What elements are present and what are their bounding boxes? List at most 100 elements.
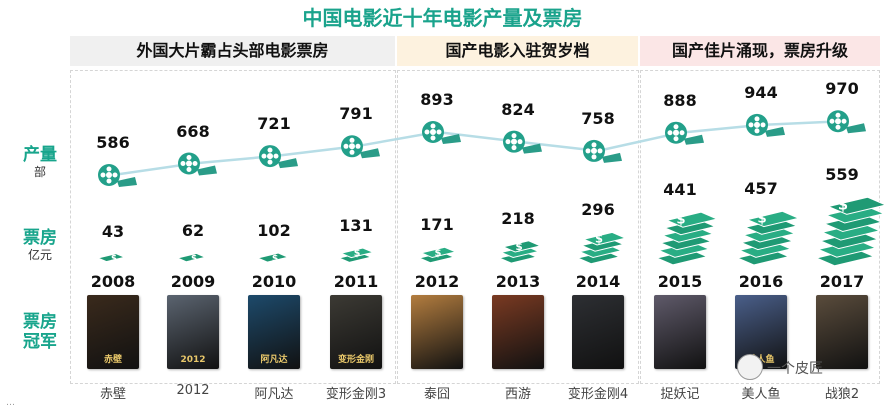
money-stack-icon: $ xyxy=(96,253,127,263)
year-label: 2016 xyxy=(738,272,784,291)
champion-poster xyxy=(492,295,544,369)
dollar-sign-icon: $ xyxy=(595,231,603,245)
poster-title-text: 变形金刚 xyxy=(337,355,374,365)
champion-poster: 2012 xyxy=(167,295,219,369)
film-reel-icon xyxy=(665,121,704,145)
film-reel-icon xyxy=(503,130,542,154)
poster-title-text: 2012 xyxy=(180,355,206,365)
money-stack-icon: $ xyxy=(735,210,801,266)
champion-title: 赤壁 xyxy=(99,387,126,402)
dollar-sign-icon: $ xyxy=(676,212,685,227)
dollar-sign-icon: $ xyxy=(515,241,522,253)
box-office-value-label: 218 xyxy=(501,208,535,228)
band-foreign-blockbusters: 外国大片霸占头部电影票房 xyxy=(70,36,395,66)
output-value-label: 721 xyxy=(257,114,291,134)
film-reel-icon xyxy=(98,164,137,187)
champion-title: 变形金刚4 xyxy=(567,387,629,402)
film-reel-icon xyxy=(178,152,217,176)
money-stack-icon: $ xyxy=(256,252,290,264)
money-stack-icon: $ xyxy=(417,246,458,264)
champion-title: 泰囧 xyxy=(423,387,450,402)
box-office-value-label: 296 xyxy=(581,200,615,220)
box-office-value-label: 102 xyxy=(257,221,291,241)
row-label-output: 产量 部 xyxy=(12,145,68,179)
champion-poster xyxy=(411,295,463,369)
output-value-label: 893 xyxy=(420,90,454,110)
period-frame-2 xyxy=(397,70,639,384)
dollar-sign-icon: $ xyxy=(111,253,117,263)
output-value-label: 586 xyxy=(96,133,130,152)
poster-title-text: 阿凡达 xyxy=(260,355,288,365)
year-label: 2010 xyxy=(251,272,297,291)
period-frame-1 xyxy=(70,70,396,384)
box-office-value-label: 43 xyxy=(101,221,125,241)
band-domestic-new-year: 国产电影入驻贺岁档 xyxy=(397,36,638,66)
money-stack-icon: $ xyxy=(175,252,207,264)
champion-poster xyxy=(816,295,868,369)
output-trend-line xyxy=(112,119,843,177)
money-stack-icon: $ xyxy=(814,197,885,267)
watermark-icon xyxy=(737,354,763,380)
film-reel-icon xyxy=(746,113,785,137)
champion-title: 2012 xyxy=(176,383,210,398)
box-office-value-label: 62 xyxy=(181,221,205,241)
row-label-output-unit: 部 xyxy=(33,165,46,179)
output-value-label: 758 xyxy=(581,108,615,128)
box-office-value-label: 457 xyxy=(744,179,778,199)
champion-title: 战狼2 xyxy=(824,387,860,402)
row-label-champion-title: 票房冠军 xyxy=(23,312,57,352)
output-value-label: 888 xyxy=(663,90,697,110)
dollar-sign-icon: $ xyxy=(435,248,442,259)
champion-poster: 赤壁 xyxy=(87,295,139,369)
year-label: 2008 xyxy=(90,272,136,291)
poster-title-text: 赤壁 xyxy=(103,355,122,365)
box-office-value-label: 131 xyxy=(339,215,373,235)
output-value-label: 791 xyxy=(339,104,373,124)
champion-title: 捉妖记 xyxy=(660,387,700,402)
year-label: 2017 xyxy=(819,272,865,291)
band-domestic-hits: 国产佳片涌现，票房升级 xyxy=(640,36,880,66)
output-value-label: 970 xyxy=(825,79,859,99)
film-reel-icon xyxy=(583,139,622,163)
row-label-box-office-unit: 亿元 xyxy=(27,248,52,262)
page-title: 中国电影近十年电影产量及票房 xyxy=(302,6,583,30)
year-label: 2014 xyxy=(575,272,621,291)
year-label: 2012 xyxy=(414,272,460,291)
row-label-box-office: 票房 亿元 xyxy=(12,228,68,262)
period-frame-3 xyxy=(640,70,880,384)
film-reel-icon xyxy=(259,145,298,169)
output-value-label: 824 xyxy=(501,99,535,119)
box-office-value-label: 559 xyxy=(825,165,859,185)
money-stack-icon: $ xyxy=(497,240,542,264)
year-label: 2011 xyxy=(333,272,379,291)
year-label: 2009 xyxy=(170,272,216,291)
dollar-sign-icon: $ xyxy=(354,248,361,259)
dollar-sign-icon: $ xyxy=(191,254,197,264)
dollar-sign-icon: $ xyxy=(757,212,766,227)
row-label-champion: 票房冠军 xyxy=(20,312,60,352)
film-reel-icon xyxy=(341,135,380,159)
watermark-text: 一个皮匠 xyxy=(767,361,823,377)
year-label: 2015 xyxy=(657,272,703,291)
champion-title: 阿凡达 xyxy=(254,387,294,402)
champion-title: 变形金刚3 xyxy=(325,387,387,402)
row-label-output-title: 产量 xyxy=(23,145,57,165)
champion-poster: 阿凡达 xyxy=(248,295,300,369)
box-office-value-label: 441 xyxy=(663,180,697,200)
champion-title: 西游 xyxy=(504,387,531,402)
film-reel-icon xyxy=(422,121,461,145)
film-reel-icon xyxy=(827,110,866,134)
champion-poster: 变形金刚 xyxy=(330,295,382,369)
footer-note: … xyxy=(6,398,15,408)
dollar-sign-icon: $ xyxy=(838,197,848,214)
money-stack-icon: $ xyxy=(576,231,628,265)
dollar-sign-icon: $ xyxy=(272,253,278,264)
champion-poster xyxy=(572,295,624,369)
output-value-label: 668 xyxy=(176,121,210,141)
box-office-value-label: 171 xyxy=(420,215,454,235)
money-stack-icon: $ xyxy=(337,247,375,263)
champion-poster xyxy=(654,295,706,369)
output-value-label: 944 xyxy=(744,82,778,102)
champion-title: 美人鱼 xyxy=(741,387,781,402)
